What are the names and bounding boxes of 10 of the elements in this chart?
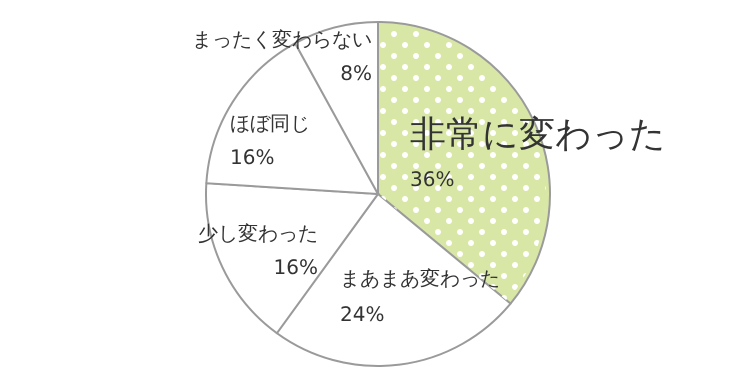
slice-label: ほぼ同じ xyxy=(230,111,310,135)
data-label: 36% xyxy=(410,167,454,191)
slice-label: 非常に変わった xyxy=(410,114,666,155)
slice-label: 少し変わった xyxy=(198,221,318,245)
data-label: 16% xyxy=(274,255,318,279)
data-label: 8% xyxy=(340,61,372,85)
data-label: 24% xyxy=(340,302,384,326)
data-label: 16% xyxy=(230,145,274,169)
slice-label: まったく変わらない xyxy=(192,27,372,51)
slice-label: まあまあ変わった xyxy=(340,266,500,290)
